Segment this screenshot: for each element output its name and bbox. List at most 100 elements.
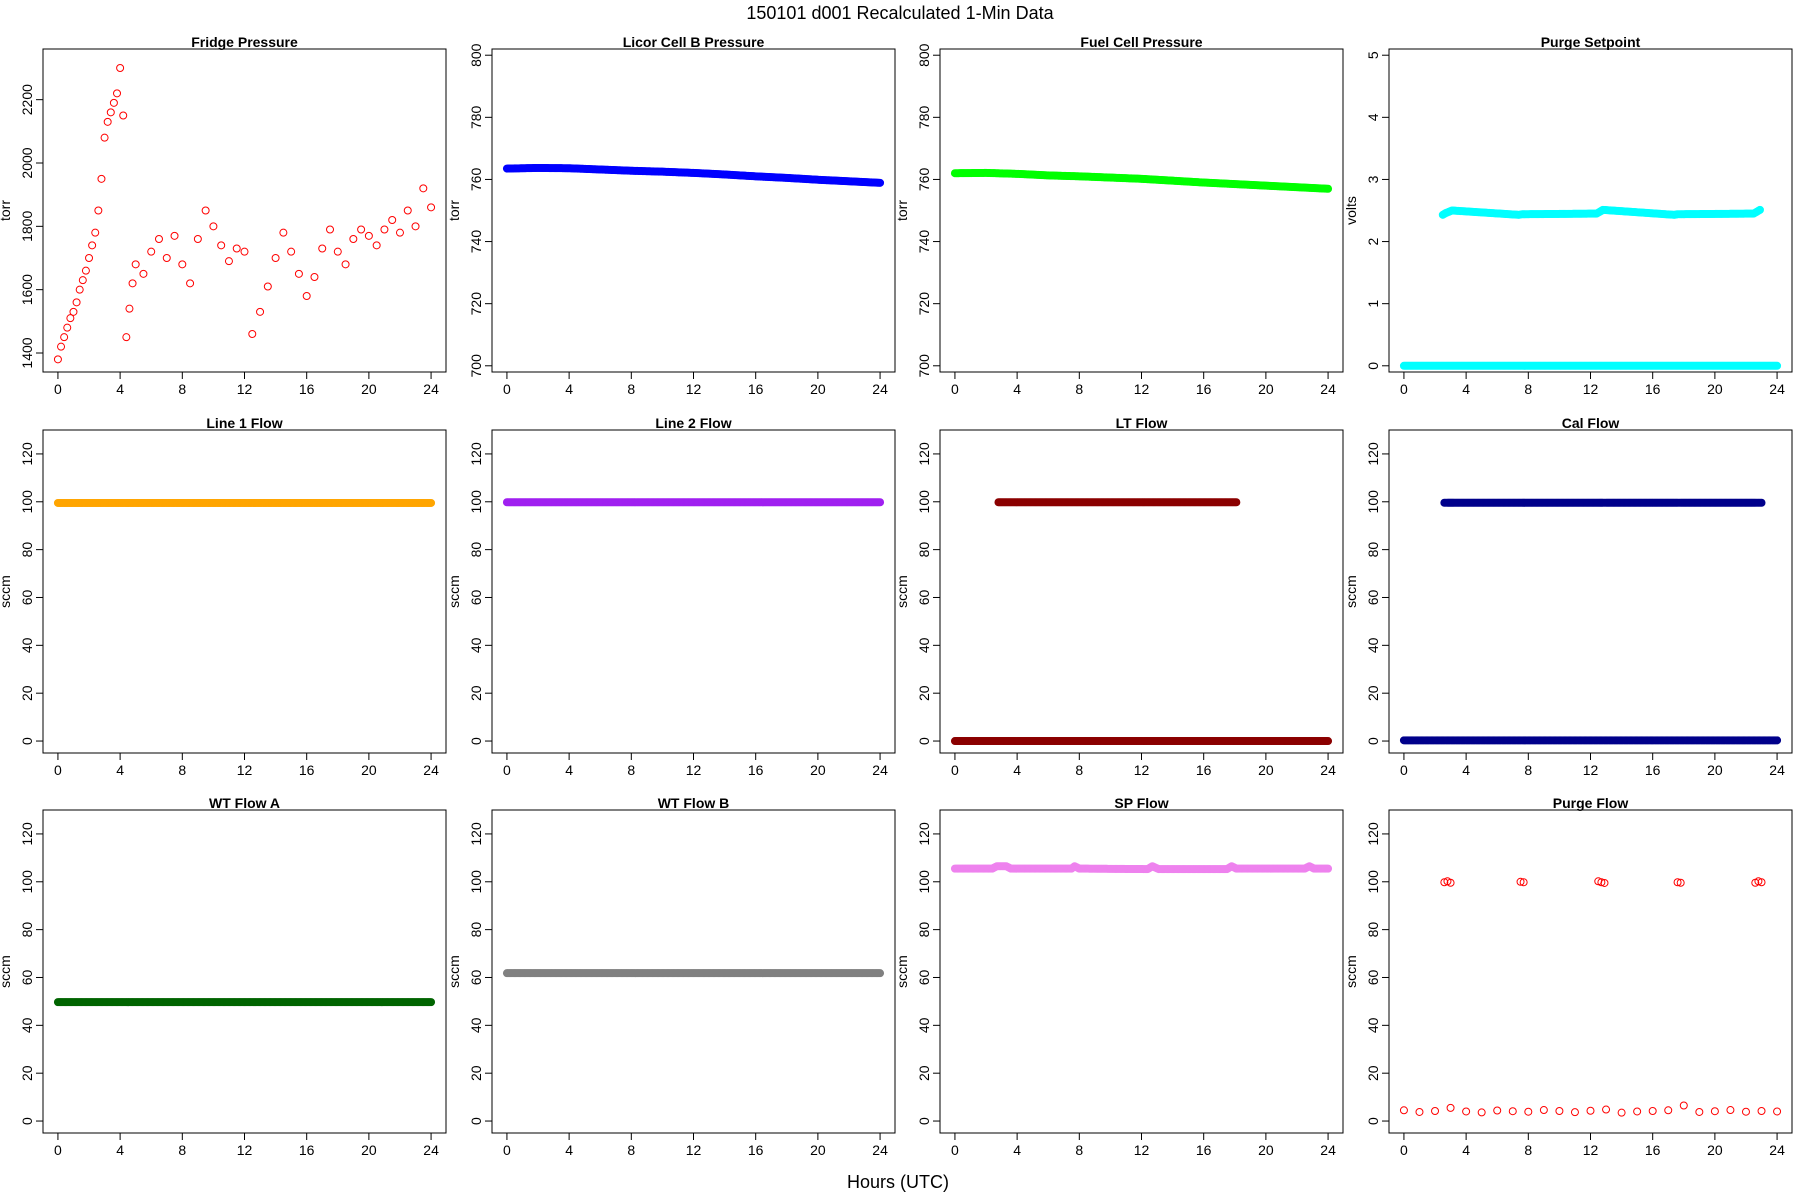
data-point (1555, 1106, 1564, 1115)
x-tick-label: 0 (1400, 762, 1408, 778)
y-axis-label: torr (0, 200, 13, 221)
x-tick-label: 8 (627, 762, 635, 778)
x-tick-label: 24 (423, 381, 439, 397)
plot-frame (42, 809, 447, 1134)
data-point (1477, 1108, 1486, 1117)
data-point (53, 355, 62, 364)
data-series (53, 498, 436, 507)
data-series (1399, 205, 1782, 370)
plot-frame (939, 48, 1344, 373)
y-tick-label: 100 (1365, 870, 1381, 894)
plot-frame (42, 429, 447, 754)
y-tick-label: 1600 (19, 274, 35, 305)
x-tick-label: 24 (1320, 1142, 1336, 1158)
chart-title: Cal Flow (1562, 415, 1620, 431)
y-tick-label: 120 (916, 442, 932, 466)
data-point (100, 133, 109, 142)
x-tick-label: 12 (686, 762, 702, 778)
y-tick-label: 120 (19, 822, 35, 846)
data-point (147, 247, 156, 256)
data-point (372, 241, 381, 250)
x-tick-label: 16 (1196, 762, 1212, 778)
x-tick-label: 8 (178, 1142, 186, 1158)
y-axis-label: sccm (894, 575, 910, 608)
y-tick-label: 20 (468, 1065, 484, 1081)
data-point (60, 333, 69, 342)
data-point (1493, 1106, 1502, 1115)
y-tick-label: 120 (1365, 822, 1381, 846)
x-tick-label: 8 (1075, 762, 1083, 778)
y-tick-label: 80 (468, 922, 484, 938)
x-tick-label: 24 (423, 1142, 439, 1158)
chart-panel: Cal Flow sccm 0 4 8 12 16 20 24 0 20 40 60 80 100 120 (1343, 415, 1793, 778)
data-point (1462, 1107, 1471, 1116)
x-tick-label: 0 (503, 1142, 511, 1158)
chart-title: Licor Cell B Pressure (623, 34, 765, 50)
y-tick-label: 0 (1365, 362, 1381, 370)
y-axis-label: volts (1343, 196, 1359, 225)
y-tick-label: 120 (916, 822, 932, 846)
y-tick-label: 740 (916, 230, 932, 254)
data-point (1324, 737, 1333, 746)
x-tick-label: 8 (178, 381, 186, 397)
data-point (403, 206, 412, 215)
x-tick-label: 12 (1583, 762, 1599, 778)
data-point (1617, 1108, 1626, 1117)
chart-title: Purge Flow (1553, 795, 1629, 811)
chart-panel: Line 1 Flow sccm 0 4 8 12 16 20 24 0 20 40 60 80 100 12… (0, 415, 447, 778)
data-point (287, 247, 296, 256)
data-point (1602, 1105, 1611, 1114)
x-tick-label: 0 (1400, 381, 1408, 397)
y-tick-label: 80 (916, 922, 932, 938)
x-tick-label: 12 (237, 762, 253, 778)
y-tick-label: 1400 (19, 337, 35, 368)
data-point (1324, 184, 1333, 193)
figure-title: 150101 d001 Recalculated 1-Min Data (746, 3, 1054, 23)
x-tick-label: 12 (1583, 381, 1599, 397)
data-point (1741, 1107, 1750, 1116)
data-point (1757, 1106, 1766, 1115)
y-tick-label: 800 (468, 43, 484, 67)
plot-frame (1388, 429, 1793, 754)
data-point (318, 244, 327, 253)
data-point (1446, 1103, 1455, 1112)
x-tick-label: 16 (299, 1142, 315, 1158)
y-tick-label: 40 (19, 637, 35, 653)
data-point (380, 225, 389, 234)
x-tick-label: 0 (951, 381, 959, 397)
y-tick-label: 40 (1365, 637, 1381, 653)
data-point (162, 254, 171, 262)
y-tick-label: 80 (468, 542, 484, 558)
y-tick-label: 740 (468, 230, 484, 254)
y-tick-label: 60 (1365, 969, 1381, 985)
data-point (427, 498, 436, 507)
chart-title: Line 2 Flow (655, 415, 731, 431)
y-tick-label: 40 (916, 637, 932, 653)
data-point (395, 228, 404, 237)
y-tick-label: 40 (468, 637, 484, 653)
x-tick-label: 12 (1134, 762, 1150, 778)
y-tick-label: 0 (1365, 1117, 1381, 1125)
data-point (75, 285, 84, 294)
y-tick-label: 120 (1365, 442, 1381, 466)
x-tick-label: 4 (1462, 381, 1470, 397)
y-axis-label: sccm (1343, 575, 1359, 608)
y-tick-label: 100 (19, 870, 35, 894)
x-tick-label: 0 (54, 381, 62, 397)
x-tick-label: 0 (951, 762, 959, 778)
plot-frame (491, 48, 896, 373)
chart-panel: Licor Cell B Pressure torr 0 4 8 12 16 20 24 700 7… (446, 34, 896, 397)
data-point (131, 260, 140, 269)
data-point (186, 279, 195, 288)
y-axis-label: sccm (446, 955, 462, 988)
y-axis-label: torr (894, 200, 910, 221)
plot-frame (939, 429, 1344, 754)
x-tick-label: 8 (1075, 1142, 1083, 1158)
y-axis-label: torr (446, 200, 462, 221)
data-point (876, 969, 885, 978)
x-tick-label: 20 (1707, 1142, 1723, 1158)
data-point (170, 231, 179, 240)
y-tick-label: 2000 (19, 147, 35, 178)
